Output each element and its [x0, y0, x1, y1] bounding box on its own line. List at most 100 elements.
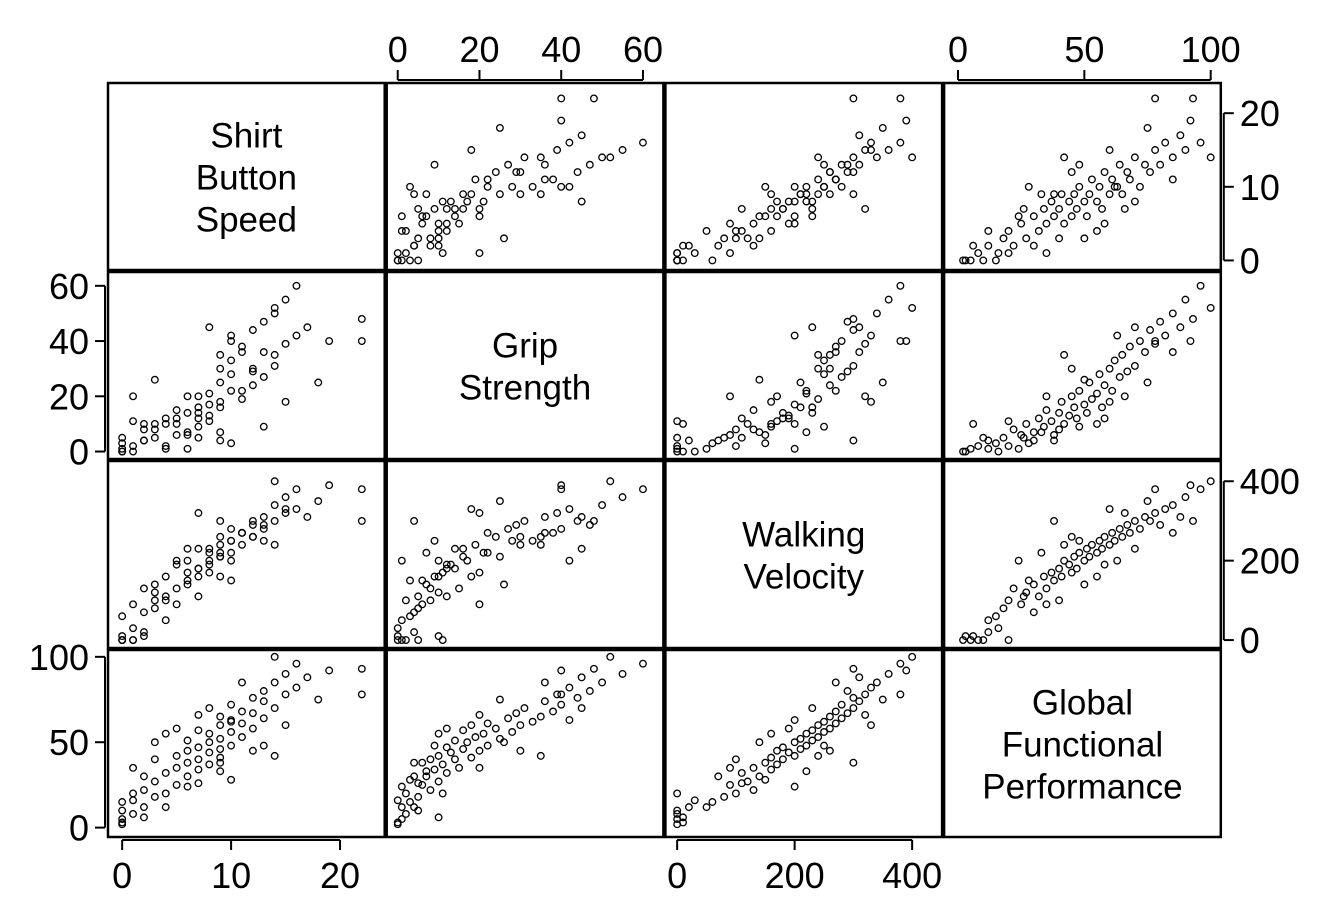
point	[861, 146, 870, 154]
point	[1072, 204, 1081, 213]
point	[814, 153, 823, 162]
point	[784, 414, 793, 423]
point	[1135, 182, 1144, 191]
point	[183, 444, 192, 453]
point	[1055, 425, 1064, 434]
point	[401, 809, 410, 818]
point	[438, 249, 447, 258]
point	[825, 746, 834, 755]
point	[1050, 436, 1058, 445]
point	[820, 741, 828, 750]
point	[129, 809, 138, 818]
point	[994, 249, 1003, 258]
point	[808, 408, 817, 417]
point	[471, 175, 480, 184]
point	[825, 190, 834, 199]
point	[790, 331, 799, 340]
point	[1080, 556, 1089, 565]
x-tick-label: 100	[1181, 29, 1241, 70]
point	[129, 763, 138, 772]
point	[606, 652, 615, 661]
point	[902, 666, 911, 675]
point	[690, 249, 699, 258]
point	[814, 175, 823, 184]
point	[1055, 564, 1064, 573]
point	[720, 792, 729, 801]
point	[150, 777, 159, 786]
point	[422, 190, 431, 199]
point	[1118, 532, 1127, 541]
point	[1067, 212, 1076, 221]
point	[183, 746, 192, 755]
point	[1080, 234, 1089, 243]
point	[1181, 146, 1190, 154]
point	[451, 755, 459, 764]
point	[979, 636, 988, 645]
point	[761, 431, 770, 439]
point	[679, 241, 687, 250]
point	[1067, 364, 1076, 373]
point	[737, 779, 746, 788]
point	[1123, 168, 1132, 177]
point	[994, 447, 1003, 456]
point	[314, 497, 323, 506]
point	[1125, 528, 1134, 537]
point	[557, 182, 566, 191]
point	[790, 782, 799, 791]
point	[820, 422, 828, 431]
point	[451, 564, 459, 573]
point	[902, 116, 911, 125]
point	[1189, 517, 1197, 525]
point	[1024, 182, 1033, 191]
point	[216, 734, 225, 743]
panel-points	[393, 94, 647, 265]
point	[961, 632, 970, 641]
point	[714, 241, 723, 250]
point	[1108, 175, 1117, 184]
point	[908, 153, 917, 162]
point	[849, 315, 858, 323]
point	[639, 659, 647, 668]
point	[139, 628, 148, 637]
point	[426, 786, 435, 794]
point	[216, 540, 225, 549]
point	[767, 190, 776, 199]
point	[1082, 212, 1091, 221]
point	[248, 326, 257, 334]
point	[516, 532, 525, 541]
point	[1075, 548, 1084, 557]
point	[430, 572, 439, 581]
point	[357, 690, 366, 699]
panel-frame	[942, 459, 1223, 650]
point	[357, 485, 366, 494]
point	[357, 664, 366, 673]
point	[761, 758, 770, 767]
point	[1065, 560, 1074, 569]
x-tick-label: 400	[882, 855, 942, 896]
point	[528, 536, 537, 545]
point	[861, 690, 870, 699]
point	[139, 772, 148, 781]
point	[737, 227, 746, 235]
point	[1143, 123, 1152, 132]
point	[161, 803, 170, 812]
point	[238, 733, 246, 742]
point	[430, 741, 439, 750]
point	[194, 710, 203, 719]
point	[194, 726, 203, 735]
point	[589, 517, 598, 525]
y-tick-label: 100	[29, 637, 89, 678]
point	[1130, 361, 1139, 370]
point	[784, 197, 793, 206]
point	[984, 241, 993, 250]
point	[227, 576, 236, 585]
point	[172, 406, 181, 415]
point	[814, 751, 823, 760]
point	[849, 664, 858, 673]
point	[767, 765, 776, 774]
point	[1004, 417, 1013, 426]
panel-points	[393, 477, 647, 645]
point	[1029, 212, 1038, 221]
point	[1095, 536, 1104, 545]
point	[528, 717, 537, 726]
